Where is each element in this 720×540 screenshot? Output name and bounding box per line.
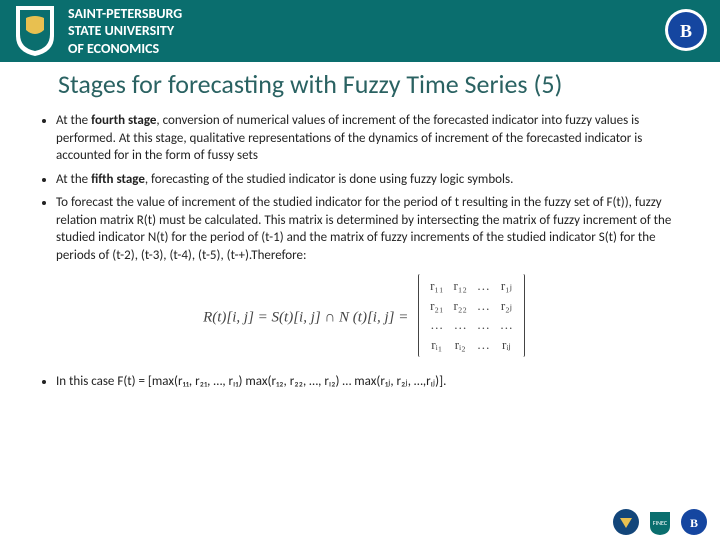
uni-line1: SAINT-PETERSBURG xyxy=(68,5,182,23)
uni-line3: OF ECONOMICS xyxy=(68,40,182,58)
bullet-2: At the fifth stage, forecasting of the s… xyxy=(56,171,690,189)
formula: R(t)[i, j] = S(t)[i, j] ∩ N (t)[i, j] = … xyxy=(38,274,690,362)
b2-bold: fifth stage xyxy=(91,172,145,187)
svg-text:FINEC: FINEC xyxy=(653,519,668,527)
bullet-1: At the fourth stage, conversion of numer… xyxy=(56,112,690,165)
matrix: r₁₁r₁₂…r₁ⱼ r₂₁r₂₂…r₂ⱼ ………… rᵢ₁rᵢ₂…rᵢⱼ xyxy=(418,274,525,362)
header-bar: SAINT-PETERSBURG STATE UNIVERSITY OF ECO… xyxy=(0,0,720,62)
bullet-3: To forecast the value of increment of th… xyxy=(56,194,690,264)
footer-logo-1-icon xyxy=(612,508,640,536)
university-shield-icon xyxy=(12,4,58,58)
footer-logo-3-icon: B xyxy=(680,508,708,536)
svg-text:B: B xyxy=(690,516,698,530)
b1-bold: fourth stage xyxy=(91,113,156,128)
matrix-table: r₁₁r₁₂…r₁ⱼ r₂₁r₂₂…r₂ⱼ ………… rᵢ₁rᵢ₂…rᵢⱼ xyxy=(425,276,518,354)
content-area: At the fourth stage, conversion of numer… xyxy=(0,112,720,390)
formula-lhs: R(t)[i, j] = S(t)[i, j] ∩ N (t)[i, j] = xyxy=(203,310,408,326)
slide-title: Stages for forecasting with Fuzzy Time S… xyxy=(58,68,720,100)
bullet-4: In this case F(t) = [max(r₁₁, r₂₁, …, rᵢ… xyxy=(56,373,690,391)
b1-pre: At the xyxy=(56,113,91,128)
footer-logo-2-icon: FINEC xyxy=(646,508,674,536)
hse-circle-icon: B xyxy=(664,8,708,52)
footer-logos: FINEC B xyxy=(612,508,708,536)
svg-text:B: B xyxy=(680,21,692,41)
university-name: SAINT-PETERSBURG STATE UNIVERSITY OF ECO… xyxy=(68,5,182,58)
b2-post: , forecasting of the studied indicator i… xyxy=(145,172,513,187)
b2-pre: At the xyxy=(56,172,91,187)
uni-line2: STATE UNIVERSITY xyxy=(68,22,182,40)
